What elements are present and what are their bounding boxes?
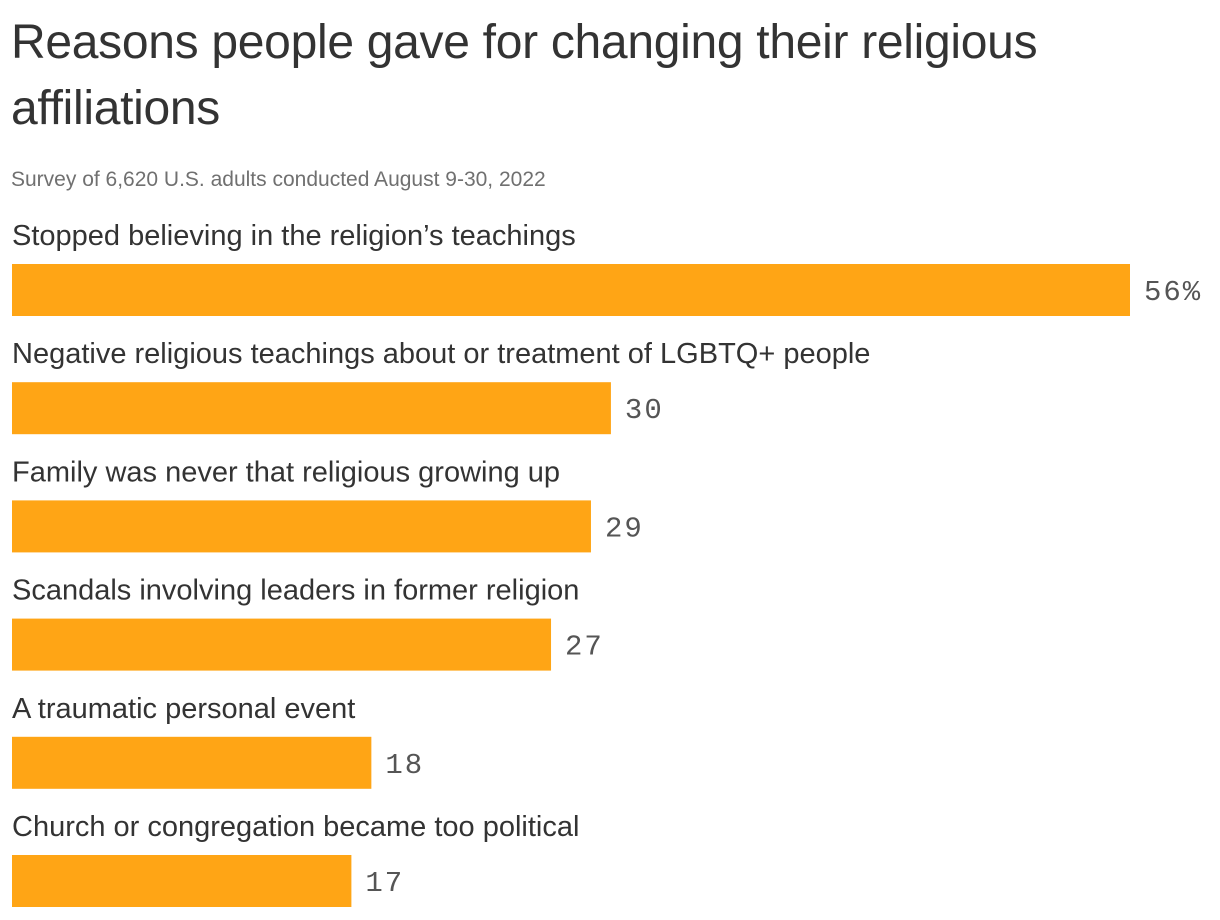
bar-row: Church or congregation became too politi… — [12, 811, 579, 907]
category-label: Scandals involving leaders in former rel… — [12, 575, 579, 607]
value-label: 27 — [565, 631, 604, 664]
value-label: 18 — [385, 749, 424, 782]
category-label: Family was never that religious growing … — [12, 456, 560, 488]
value-label: 29 — [605, 512, 644, 545]
bar — [12, 382, 611, 435]
bar — [12, 500, 591, 553]
category-label: A traumatic personal event — [12, 693, 355, 725]
category-label: Stopped believing in the religion’s teac… — [12, 220, 576, 252]
bar — [12, 264, 1130, 316]
bar-row: Scandals involving leaders in former rel… — [12, 575, 604, 671]
category-label: Church or congregation became too politi… — [12, 811, 579, 843]
bar-row: Family was never that religious growing … — [12, 456, 644, 553]
bar-row: Negative religious teachings about or tr… — [12, 338, 870, 435]
bar-chart: Stopped believing in the religion’s teac… — [12, 220, 1202, 907]
chart-title: Reasons people gave for changing their r… — [11, 16, 1038, 135]
bar — [12, 618, 552, 671]
value-label: 17 — [365, 867, 404, 900]
bar — [12, 736, 372, 789]
bar-row: Stopped believing in the religion’s teac… — [12, 220, 1202, 316]
bar-row: A traumatic personal event 18 — [12, 693, 424, 789]
value-label: 30 — [625, 394, 664, 427]
chart-subtitle: Survey of 6,620 U.S. adults conducted Au… — [11, 168, 546, 191]
bar — [12, 855, 352, 907]
category-label: Negative religious teachings about or tr… — [12, 338, 870, 370]
value-label: 56% — [1144, 276, 1202, 309]
